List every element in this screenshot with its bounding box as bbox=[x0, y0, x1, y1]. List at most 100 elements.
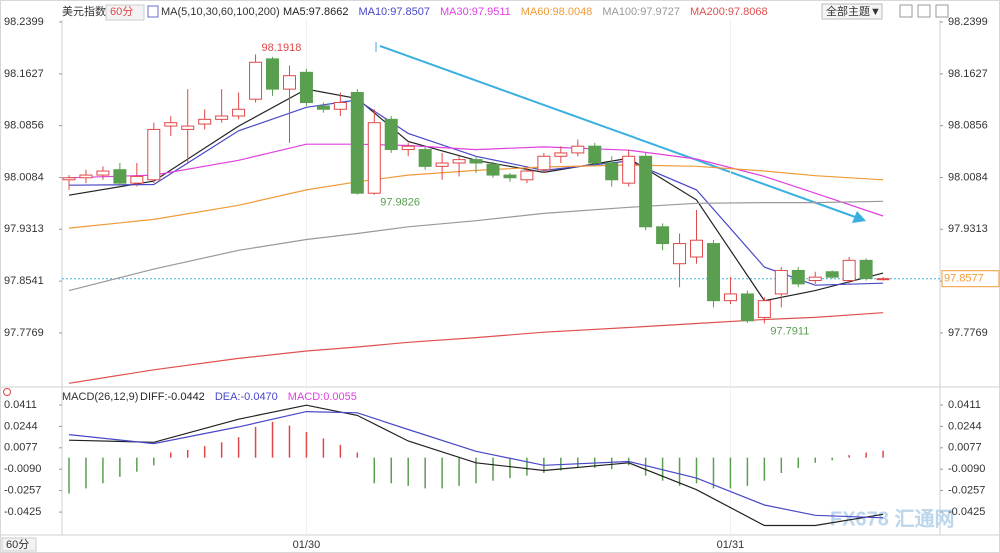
macd-bar bbox=[797, 457, 800, 468]
annotation: 97.7911 bbox=[770, 325, 809, 337]
macd-bar bbox=[271, 421, 274, 458]
legend-entry: MA30:97.9511 bbox=[440, 6, 511, 18]
macd-bar bbox=[424, 457, 426, 489]
last-price-label: 97.8577 bbox=[944, 273, 984, 285]
candle-body bbox=[520, 170, 534, 181]
macd-bar bbox=[526, 457, 528, 476]
footer-period-box[interactable] bbox=[1, 537, 37, 552]
ma-icon[interactable] bbox=[147, 5, 159, 18]
y-tick-label: 0.0244 bbox=[4, 420, 38, 432]
macd-bar bbox=[68, 457, 70, 494]
macd-bar bbox=[203, 446, 206, 458]
tool-button[interactable] bbox=[899, 4, 913, 18]
last-price-box bbox=[941, 270, 1000, 288]
candle-body bbox=[79, 174, 93, 179]
theme-button[interactable] bbox=[821, 3, 883, 20]
macd-bar bbox=[509, 457, 511, 479]
y-tick-label: -0.0090 bbox=[948, 463, 985, 475]
period-box[interactable] bbox=[105, 4, 145, 21]
macd-bar bbox=[695, 457, 698, 484]
candle-body bbox=[656, 226, 670, 245]
y-tick-label: 98.1627 bbox=[948, 68, 988, 80]
y-tick-label: -0.0257 bbox=[4, 484, 41, 496]
candle-body bbox=[282, 75, 296, 90]
ma-title: MA(5,10,30,60,100,200) bbox=[161, 6, 280, 18]
arrow-head bbox=[852, 211, 866, 223]
macd-bar bbox=[339, 444, 342, 458]
macd-bar bbox=[848, 455, 850, 458]
tool-button[interactable] bbox=[935, 4, 949, 18]
y-tick-label: 0.0077 bbox=[948, 442, 982, 454]
legend-entry: MA60:98.0048 bbox=[521, 6, 593, 18]
candle-body bbox=[164, 122, 178, 127]
candle-body bbox=[350, 91, 364, 194]
settings-icon[interactable] bbox=[3, 388, 11, 396]
macd-bar bbox=[441, 457, 443, 489]
candle-body bbox=[62, 177, 76, 181]
y-tick-label: 98.0084 bbox=[4, 171, 44, 183]
candle-body bbox=[622, 155, 636, 184]
candle-body bbox=[757, 300, 771, 318]
y-tick-label: 97.7769 bbox=[4, 327, 44, 339]
legend-entry: DIFF:-0.0442 bbox=[140, 391, 205, 403]
legend-entry: MACD:0.0055 bbox=[288, 391, 357, 403]
y-tick-label: 98.0856 bbox=[948, 120, 988, 132]
candle-body bbox=[232, 108, 246, 117]
macd-bar bbox=[373, 457, 376, 484]
macd-bar bbox=[814, 457, 816, 463]
candle-body bbox=[859, 259, 873, 279]
theme-button-label[interactable]: 全部主题▼ bbox=[826, 4, 881, 18]
macd-bar bbox=[102, 457, 104, 484]
y-tick-label: -0.0425 bbox=[4, 506, 41, 518]
candle-body bbox=[825, 271, 839, 278]
tool-button[interactable] bbox=[917, 4, 931, 18]
macd-bar bbox=[729, 457, 732, 489]
macd-bar bbox=[407, 457, 409, 486]
x-tick-label: 01/31 bbox=[717, 539, 745, 551]
annotation: 97.9826 bbox=[380, 197, 420, 209]
legend-entry: MA5:97.8662 bbox=[283, 6, 348, 18]
y-tick-label: 98.2399 bbox=[948, 16, 988, 28]
candle-body bbox=[367, 122, 381, 194]
candle-body bbox=[215, 115, 229, 120]
macd-bar bbox=[254, 426, 257, 458]
candle-body bbox=[249, 61, 263, 100]
candle-body bbox=[401, 145, 415, 151]
macd-bar bbox=[780, 457, 783, 474]
y-tick-label: 97.9313 bbox=[948, 223, 988, 235]
candle-body bbox=[384, 118, 398, 151]
macd-bar bbox=[712, 457, 715, 489]
x-tick-label: 01/30 bbox=[293, 539, 321, 551]
y-tick-label: 97.7769 bbox=[948, 327, 988, 339]
symbol: 美元指数 bbox=[62, 4, 106, 18]
macd-bar bbox=[322, 438, 325, 458]
candle-body bbox=[503, 174, 517, 179]
footer-period[interactable]: 60分 bbox=[6, 538, 29, 551]
line bbox=[68, 404, 884, 527]
candle-body bbox=[333, 102, 347, 110]
candle-body bbox=[418, 149, 432, 167]
annotation: 98.1918 bbox=[262, 42, 302, 54]
macd-bar bbox=[288, 425, 291, 458]
candle-body bbox=[740, 293, 754, 322]
candle-body bbox=[469, 159, 483, 164]
y-tick-label: 0.0411 bbox=[948, 399, 981, 411]
watermark: FX678 汇通网 bbox=[830, 507, 954, 530]
period[interactable]: 60分 bbox=[110, 5, 133, 18]
candle-body bbox=[486, 163, 500, 176]
candle-body bbox=[316, 105, 330, 110]
y-tick-label: 0.0411 bbox=[4, 399, 37, 411]
candle-body bbox=[181, 125, 195, 130]
macd-bar bbox=[746, 457, 749, 486]
trend-arrow bbox=[379, 45, 859, 219]
macd-bar bbox=[763, 457, 766, 481]
candle-body bbox=[605, 162, 619, 181]
y-tick-label: 0.0077 bbox=[4, 442, 38, 454]
macd-bar bbox=[475, 457, 477, 484]
candle-body bbox=[435, 162, 449, 167]
candle-body bbox=[554, 152, 568, 157]
y-tick-label: 97.9313 bbox=[4, 223, 44, 235]
macd-bar bbox=[577, 457, 579, 468]
macd-bar bbox=[136, 457, 138, 472]
